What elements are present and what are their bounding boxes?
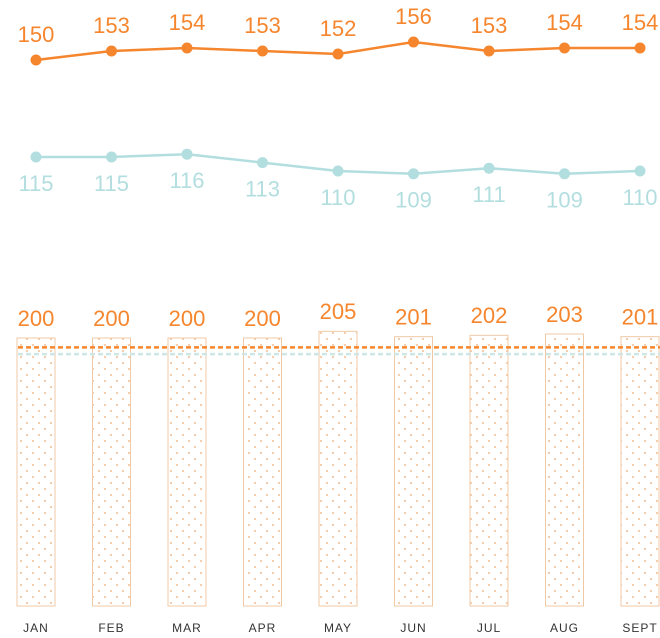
x-tick-label: APR <box>249 621 277 635</box>
x-tick-label: MAY <box>324 621 352 635</box>
data-label: 205 <box>320 299 357 324</box>
point <box>408 36 419 48</box>
point <box>332 48 344 60</box>
bar <box>620 336 660 607</box>
point <box>181 42 193 54</box>
point <box>257 157 268 169</box>
point <box>559 168 570 180</box>
point <box>559 42 570 54</box>
data-label: 153 <box>244 13 281 38</box>
bar <box>16 337 56 607</box>
bar <box>318 330 358 607</box>
point <box>30 151 42 163</box>
x-tick-label: JUN <box>400 621 426 635</box>
data-label: 150 <box>18 22 55 47</box>
data-label: 202 <box>471 303 508 328</box>
point <box>332 165 344 177</box>
x-tick-label: JUL <box>477 621 501 635</box>
x-tick-label: JAN <box>23 621 49 635</box>
data-label: 110 <box>622 185 657 210</box>
point <box>634 165 646 177</box>
data-label: 153 <box>93 13 130 38</box>
data-label: 154 <box>622 10 659 35</box>
data-label: 115 <box>18 171 53 196</box>
data-label: 200 <box>169 306 206 331</box>
data-label: 154 <box>169 10 206 35</box>
data-label: 113 <box>245 176 280 201</box>
data-label: 111 <box>472 182 505 207</box>
data-label: 152 <box>320 16 357 41</box>
data-label: 116 <box>169 168 204 193</box>
bar <box>394 336 433 607</box>
data-label: 156 <box>395 4 432 29</box>
point <box>634 42 646 54</box>
point <box>106 151 117 163</box>
data-label: 109 <box>395 188 432 213</box>
bar <box>243 337 282 607</box>
bar <box>545 333 584 607</box>
x-tick-label: FEB <box>98 621 124 635</box>
x-tick-label: AUG <box>550 621 579 635</box>
data-label: 154 <box>546 10 583 35</box>
x-tick-label: MAR <box>172 621 202 635</box>
point <box>106 45 117 57</box>
bar <box>469 334 509 607</box>
bar <box>167 337 207 607</box>
point <box>483 45 495 57</box>
point <box>181 148 193 160</box>
data-label: 201 <box>395 304 432 329</box>
data-label: 109 <box>546 188 583 213</box>
bar <box>92 337 131 607</box>
data-label: 203 <box>546 302 583 327</box>
data-label: 200 <box>18 306 55 331</box>
point <box>483 162 495 174</box>
data-label: 200 <box>93 306 130 331</box>
data-label: 115 <box>94 171 129 196</box>
point <box>408 168 419 180</box>
x-tick-label: SEPT <box>622 621 657 635</box>
point <box>30 54 42 66</box>
point <box>257 45 268 57</box>
data-label: 201 <box>622 304 659 329</box>
data-label: 110 <box>320 185 355 210</box>
data-label: 153 <box>471 13 508 38</box>
data-label: 200 <box>244 306 281 331</box>
